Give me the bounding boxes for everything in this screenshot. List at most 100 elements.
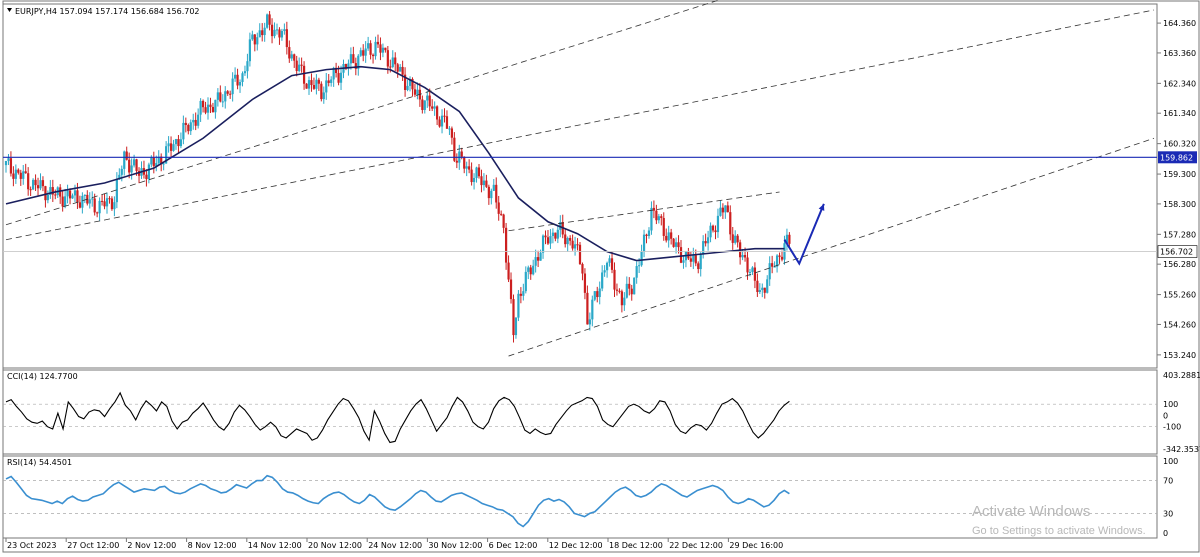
candle-body bbox=[736, 235, 739, 243]
candle-body bbox=[588, 319, 591, 325]
moving-average-line bbox=[5, 65, 785, 262]
candle-body bbox=[243, 71, 247, 74]
candle-body bbox=[625, 283, 628, 298]
symbol-menu-triangle-icon[interactable] bbox=[7, 8, 12, 12]
candle-body bbox=[275, 29, 279, 31]
candle-body bbox=[189, 122, 192, 132]
candle-body bbox=[495, 184, 498, 203]
candle-body bbox=[593, 291, 596, 300]
price-tick-label: 156.280 bbox=[1163, 260, 1196, 269]
candle-body bbox=[748, 271, 752, 273]
candle-body bbox=[120, 168, 123, 175]
candle-body bbox=[369, 43, 372, 55]
activate-windows-subtitle: Go to Settings to activate Windows. bbox=[972, 525, 1146, 537]
candle-body bbox=[76, 190, 79, 203]
candle-body bbox=[677, 242, 680, 248]
candle-body bbox=[711, 225, 715, 231]
candle-body bbox=[7, 158, 10, 161]
cci-title: CCI(14) 124.7700 bbox=[7, 372, 78, 381]
candle-body bbox=[209, 104, 212, 107]
candle-body bbox=[482, 180, 486, 186]
candle-body bbox=[519, 293, 522, 296]
candle-body bbox=[615, 289, 619, 291]
candle-body bbox=[539, 252, 542, 261]
cci-tick-label: 0 bbox=[1163, 411, 1168, 420]
candle-body bbox=[174, 139, 178, 145]
candle-body bbox=[431, 106, 434, 109]
candle-body bbox=[586, 292, 589, 325]
candle-body bbox=[347, 63, 350, 69]
candle-body bbox=[480, 176, 483, 186]
candle-body bbox=[278, 29, 281, 38]
candle-body bbox=[761, 287, 764, 291]
candle-body bbox=[229, 93, 232, 95]
candle-body bbox=[371, 54, 375, 57]
candle-body bbox=[354, 63, 357, 69]
rsi-tick-label: 70 bbox=[1163, 477, 1173, 486]
candle-body bbox=[472, 177, 476, 183]
candle-body bbox=[219, 92, 222, 102]
candle-body bbox=[307, 80, 311, 89]
candle-body bbox=[17, 169, 20, 173]
candle-body bbox=[638, 265, 641, 267]
candle-body bbox=[46, 194, 49, 201]
candle-body bbox=[440, 115, 444, 127]
candle-body bbox=[647, 230, 651, 236]
candle-body bbox=[549, 236, 552, 244]
candle-body bbox=[694, 255, 697, 264]
time-tick-label: 18 Dec 12:00 bbox=[609, 541, 663, 550]
candle-body bbox=[155, 163, 158, 167]
price-tick-label: 163.360 bbox=[1163, 49, 1196, 58]
candle-body bbox=[381, 47, 385, 53]
candle-body bbox=[453, 137, 456, 161]
candle-body bbox=[401, 66, 404, 75]
candle-body bbox=[507, 262, 510, 280]
candle-body bbox=[29, 189, 32, 191]
candle-body bbox=[9, 158, 13, 174]
candle-body bbox=[214, 99, 217, 113]
candle-body bbox=[300, 64, 303, 66]
candle-body bbox=[608, 258, 611, 263]
candle-body bbox=[788, 234, 791, 244]
candle-body bbox=[640, 251, 643, 266]
candle-body bbox=[655, 210, 658, 221]
candle-body bbox=[657, 216, 660, 221]
cci-pane-frame bbox=[2, 369, 1158, 455]
candle-body bbox=[128, 159, 131, 173]
candle-body bbox=[295, 60, 298, 71]
candle-body bbox=[509, 279, 513, 300]
candle-body bbox=[384, 47, 387, 51]
candle-body bbox=[544, 235, 547, 238]
candle-body bbox=[167, 143, 170, 147]
rsi-tick-label: 30 bbox=[1163, 509, 1173, 518]
candle-body bbox=[36, 185, 40, 189]
time-tick-label: 6 Dec 12:00 bbox=[489, 541, 538, 550]
candle-body bbox=[408, 78, 412, 86]
candle-body bbox=[88, 199, 91, 204]
candle-body bbox=[172, 144, 175, 151]
candle-body bbox=[500, 213, 503, 215]
candle-body bbox=[679, 247, 683, 263]
candle-body bbox=[487, 186, 490, 199]
candle-body bbox=[421, 99, 424, 110]
candle-body bbox=[147, 164, 150, 180]
candle-body bbox=[635, 266, 638, 278]
candle-body bbox=[771, 263, 774, 267]
candle-body bbox=[682, 260, 685, 263]
candle-body bbox=[650, 207, 653, 231]
channel-trendline bbox=[508, 191, 780, 232]
candle-body bbox=[702, 241, 705, 255]
candle-body bbox=[14, 169, 17, 179]
candle-body bbox=[766, 279, 769, 293]
candle-body bbox=[667, 232, 670, 241]
candle-body bbox=[618, 290, 621, 292]
candle-body bbox=[261, 30, 264, 36]
candle-body bbox=[758, 290, 761, 293]
candle-body bbox=[652, 207, 656, 211]
candle-body bbox=[566, 237, 569, 245]
candle-body bbox=[492, 184, 495, 191]
candle-body bbox=[591, 299, 594, 320]
candle-body bbox=[59, 187, 62, 197]
